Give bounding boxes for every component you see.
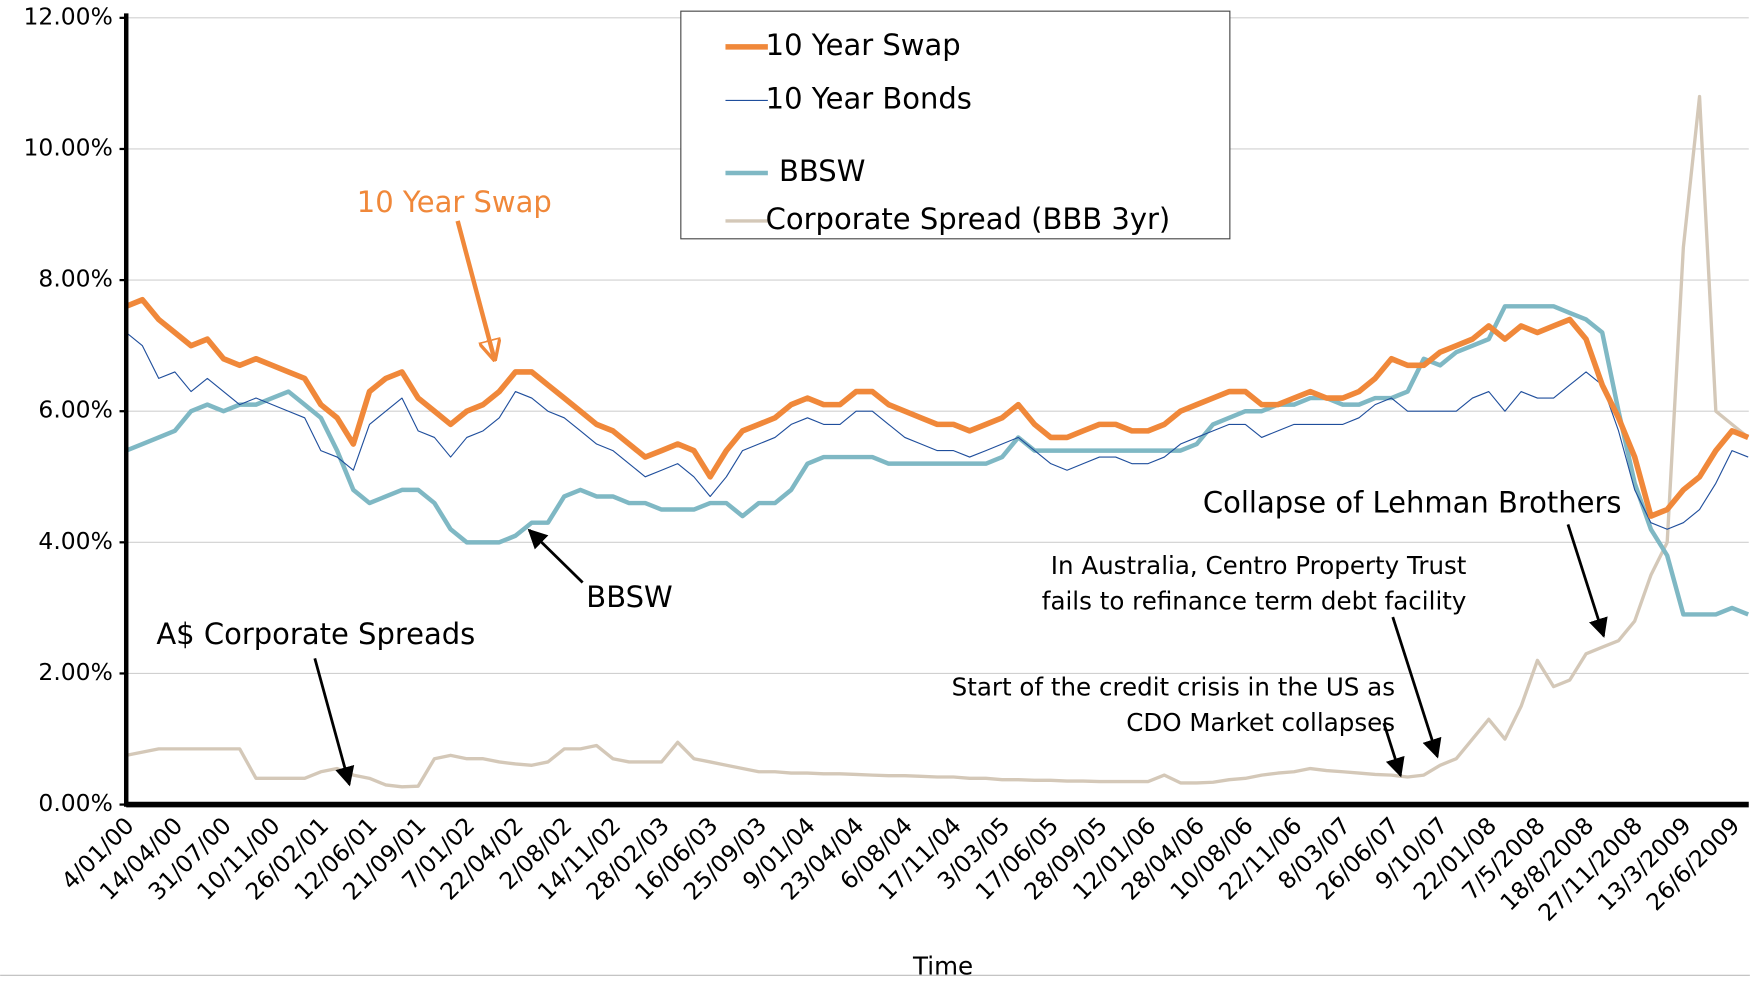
annotation-arrow xyxy=(313,658,355,787)
annotation-text: CDO Market collapses xyxy=(1126,708,1395,737)
y-tick-label: 10.00% xyxy=(24,133,113,161)
y-tick-label: 12.00% xyxy=(24,2,113,30)
annotation-text: Start of the credit crisis in the US as xyxy=(952,673,1395,702)
y-tick-label: 6.00% xyxy=(38,396,112,424)
legend-label: BBSW xyxy=(779,154,865,188)
legend-label: Corporate Spread (BBB 3yr) xyxy=(766,202,1171,236)
y-tick-label: 4.00% xyxy=(38,527,112,555)
series-line xyxy=(125,296,1750,519)
annotation-text: In Australia, Centro Property Trust xyxy=(1051,551,1467,580)
legend-label: 10 Year Bonds xyxy=(766,81,972,115)
series-line xyxy=(125,332,1749,530)
annotation-text: fails to refinance term debt facility xyxy=(1042,587,1467,616)
annotation-arrow xyxy=(455,220,495,359)
annotation-text: Collapse of Lehman Brothers xyxy=(1203,485,1622,519)
y-tick-label: 0.00% xyxy=(38,789,112,817)
y-tick-label: 8.00% xyxy=(38,265,112,293)
y-tick-label: 2.00% xyxy=(38,658,112,686)
annotation-arrow xyxy=(1566,524,1608,638)
legend-box xyxy=(680,10,1231,240)
annotation-arrow xyxy=(1382,722,1405,778)
series-line xyxy=(125,304,1750,617)
annotation-arrow xyxy=(1391,616,1442,759)
annotation-text: 10 Year Swap xyxy=(357,185,552,219)
series-line xyxy=(125,94,1750,789)
legend-label: 10 Year Swap xyxy=(766,28,961,62)
annotation-text: A$ Corporate Spreads xyxy=(156,617,475,651)
x-axis-label: Time xyxy=(912,951,973,980)
annotation-text: BBSW xyxy=(586,580,672,614)
annotation-arrow xyxy=(527,528,584,584)
